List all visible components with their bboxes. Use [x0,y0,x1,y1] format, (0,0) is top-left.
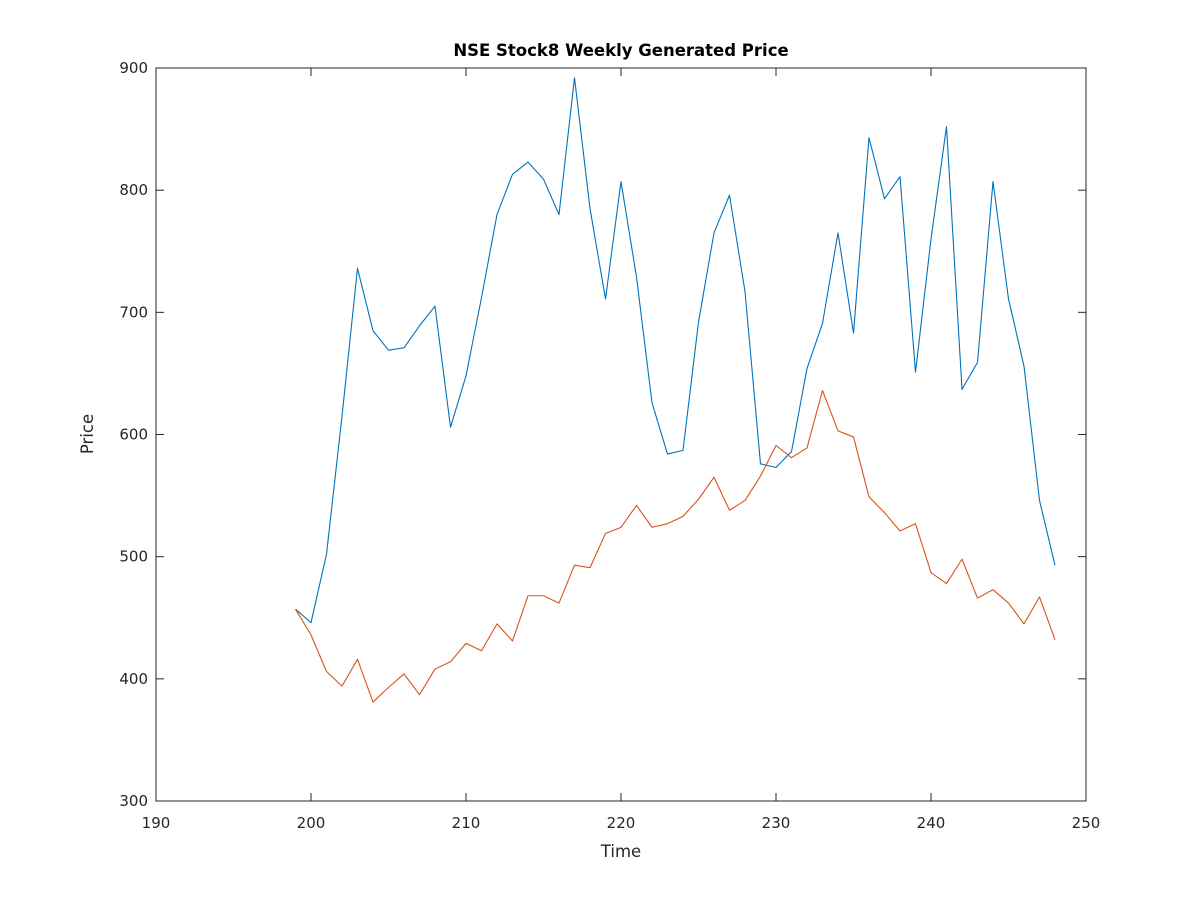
series-line-2 [295,389,1056,703]
x-tick-label: 250 [1072,814,1101,832]
chart-title: NSE Stock8 Weekly Generated Price [453,41,788,60]
ticks: 190 200 210 220 230 240 250 300 400 500 600 700 800 9… [119,59,1100,832]
x-tick-label: 190 [142,814,171,832]
y-tick-label: 600 [119,426,148,444]
axes-box [155,67,1087,802]
x-axis-label: Time [600,842,641,861]
y-tick-label: 300 [119,792,148,810]
y-tick-label: 700 [119,303,148,321]
y-tick-label: 500 [119,548,148,566]
y-tick-label: 900 [119,59,148,77]
x-tick-label: 210 [452,814,481,832]
y-axis-label: Price [78,414,97,454]
x-tick-label: 240 [917,814,946,832]
y-tick-label: 400 [119,670,148,688]
series-layer [295,77,1056,703]
x-tick-label: 200 [297,814,326,832]
x-tick-label: 230 [762,814,791,832]
series-line-1 [295,77,1056,624]
plot-area [155,67,1087,802]
y-tick-label: 800 [119,181,148,199]
x-tick-label: 220 [607,814,636,832]
